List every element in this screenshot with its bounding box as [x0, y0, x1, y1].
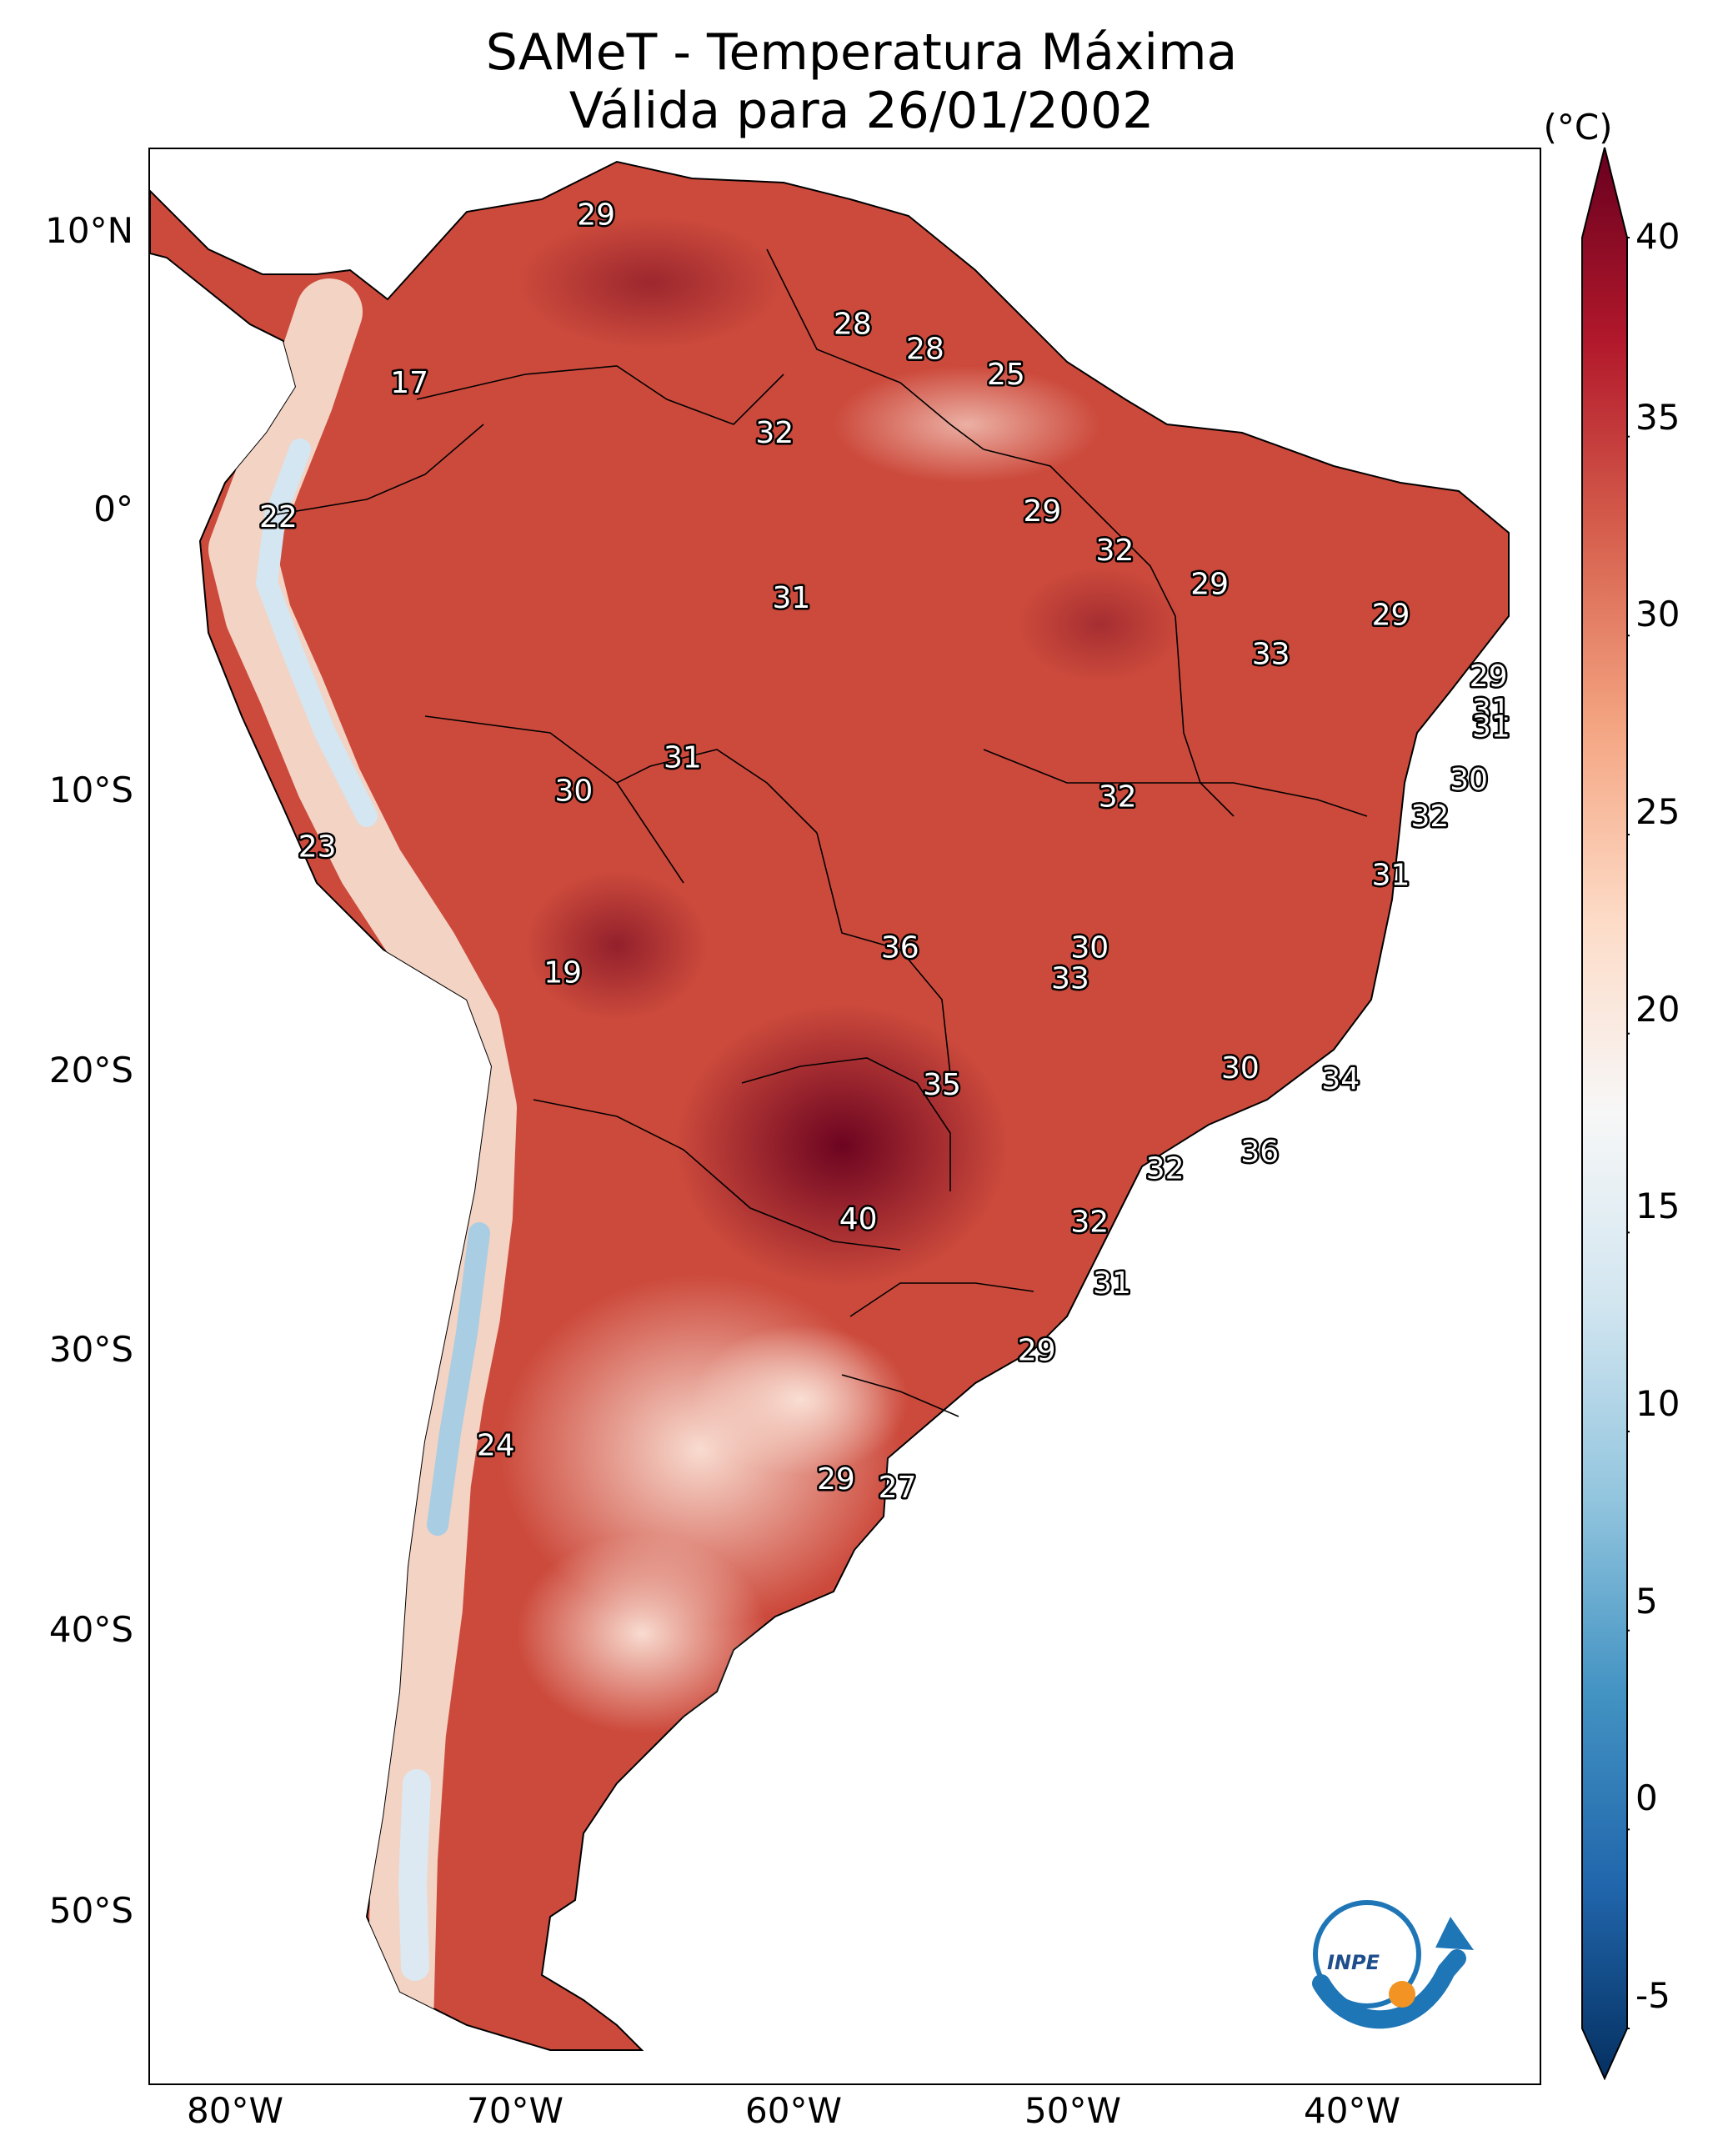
- station-label: 29: [1190, 567, 1229, 601]
- station-label: 29: [1023, 494, 1061, 529]
- station-label: 33: [1252, 637, 1290, 671]
- station-label: 32: [1070, 1205, 1109, 1239]
- colorbar: [1581, 147, 1630, 2080]
- map-subtitle: Válida para 26/01/2002: [568, 82, 1155, 140]
- station-label: 30: [1070, 931, 1109, 965]
- lat-label-30s: 30°S: [48, 1329, 133, 1370]
- lon-label-80w: 80°W: [187, 2090, 283, 2131]
- station-label: 40: [839, 1202, 878, 1236]
- colorbar-tick-30: 30: [1635, 594, 1680, 634]
- station-label: 32: [1099, 780, 1137, 814]
- colorbar-tick-5: 5: [1635, 1581, 1658, 1622]
- map-panel: 29 17 28 28 25 32 22 29 32 29 31 29 33 29 31 31 31 30 30 32…: [148, 148, 1541, 2085]
- lat-label-10s: 10°S: [48, 770, 133, 810]
- colorbar-tick-25: 25: [1635, 791, 1680, 832]
- colorbar-tick-neg5: -5: [1635, 1975, 1670, 2016]
- station-label: 17: [390, 366, 428, 400]
- station-label: 29: [817, 1462, 855, 1497]
- station-label: 34: [1321, 1062, 1360, 1096]
- station-label: 32: [1095, 534, 1134, 568]
- lon-label-60w: 60°W: [745, 2090, 842, 2131]
- station-label: 31: [1372, 858, 1410, 892]
- political-borders: [266, 248, 1368, 1417]
- station-label: 31: [1472, 693, 1510, 727]
- station-label: 36: [1240, 1135, 1279, 1169]
- station-label: 36: [881, 931, 919, 965]
- lon-label-70w: 70°W: [467, 2090, 563, 2131]
- station-label: 31: [1093, 1266, 1131, 1301]
- station-label: 22: [259, 500, 298, 534]
- station-label: 32: [1410, 800, 1449, 834]
- station-label: 32: [755, 416, 794, 450]
- colorbar-tick-0: 0: [1635, 1777, 1658, 1818]
- colorbar-tick-35: 35: [1635, 397, 1680, 438]
- station-label: 24: [477, 1429, 515, 1463]
- lon-label-50w: 50°W: [1024, 2090, 1121, 2131]
- lat-label-0: 0°: [93, 489, 133, 529]
- lat-label-20s: 20°S: [48, 1050, 133, 1091]
- inpe-logo: INPE: [1312, 1900, 1474, 2029]
- lat-label-10n: 10°N: [45, 210, 133, 251]
- station-label: 30: [554, 775, 593, 809]
- station-label: 28: [834, 307, 872, 341]
- station-label: 31: [664, 740, 702, 775]
- station-label: 29: [1470, 659, 1508, 694]
- station-label: 23: [298, 830, 337, 865]
- station-label: 29: [1372, 598, 1410, 632]
- station-label: 29: [1018, 1334, 1056, 1368]
- colorbar-tick-20: 20: [1635, 989, 1680, 1030]
- colorbar-tick-15: 15: [1635, 1186, 1680, 1226]
- colorbar-tick-10: 10: [1635, 1383, 1680, 1424]
- station-label: 35: [923, 1068, 961, 1102]
- colorbar-unit: (°C): [1543, 107, 1613, 148]
- lon-label-40w: 40°W: [1304, 2090, 1400, 2131]
- station-label: 25: [987, 358, 1025, 392]
- station-label: 29: [577, 198, 615, 233]
- station-label: 19: [543, 956, 582, 990]
- station-label: 28: [906, 333, 944, 367]
- logo-text: INPE: [1327, 1951, 1380, 1974]
- lat-label-40s: 40°S: [48, 1609, 133, 1650]
- lat-label-50s: 50°S: [48, 1890, 133, 1931]
- station-label: 32: [1146, 1152, 1185, 1186]
- station-label: 30: [1450, 763, 1488, 797]
- station-label: 31: [772, 581, 810, 615]
- map-title: SAMeT - Temperatura Máxima: [485, 23, 1238, 82]
- station-label: 33: [1051, 961, 1089, 995]
- station-label: 31: [1472, 710, 1510, 745]
- station-label: 27: [879, 1471, 917, 1505]
- colorbar-tick-40: 40: [1635, 216, 1680, 257]
- station-label: 30: [1221, 1051, 1260, 1086]
